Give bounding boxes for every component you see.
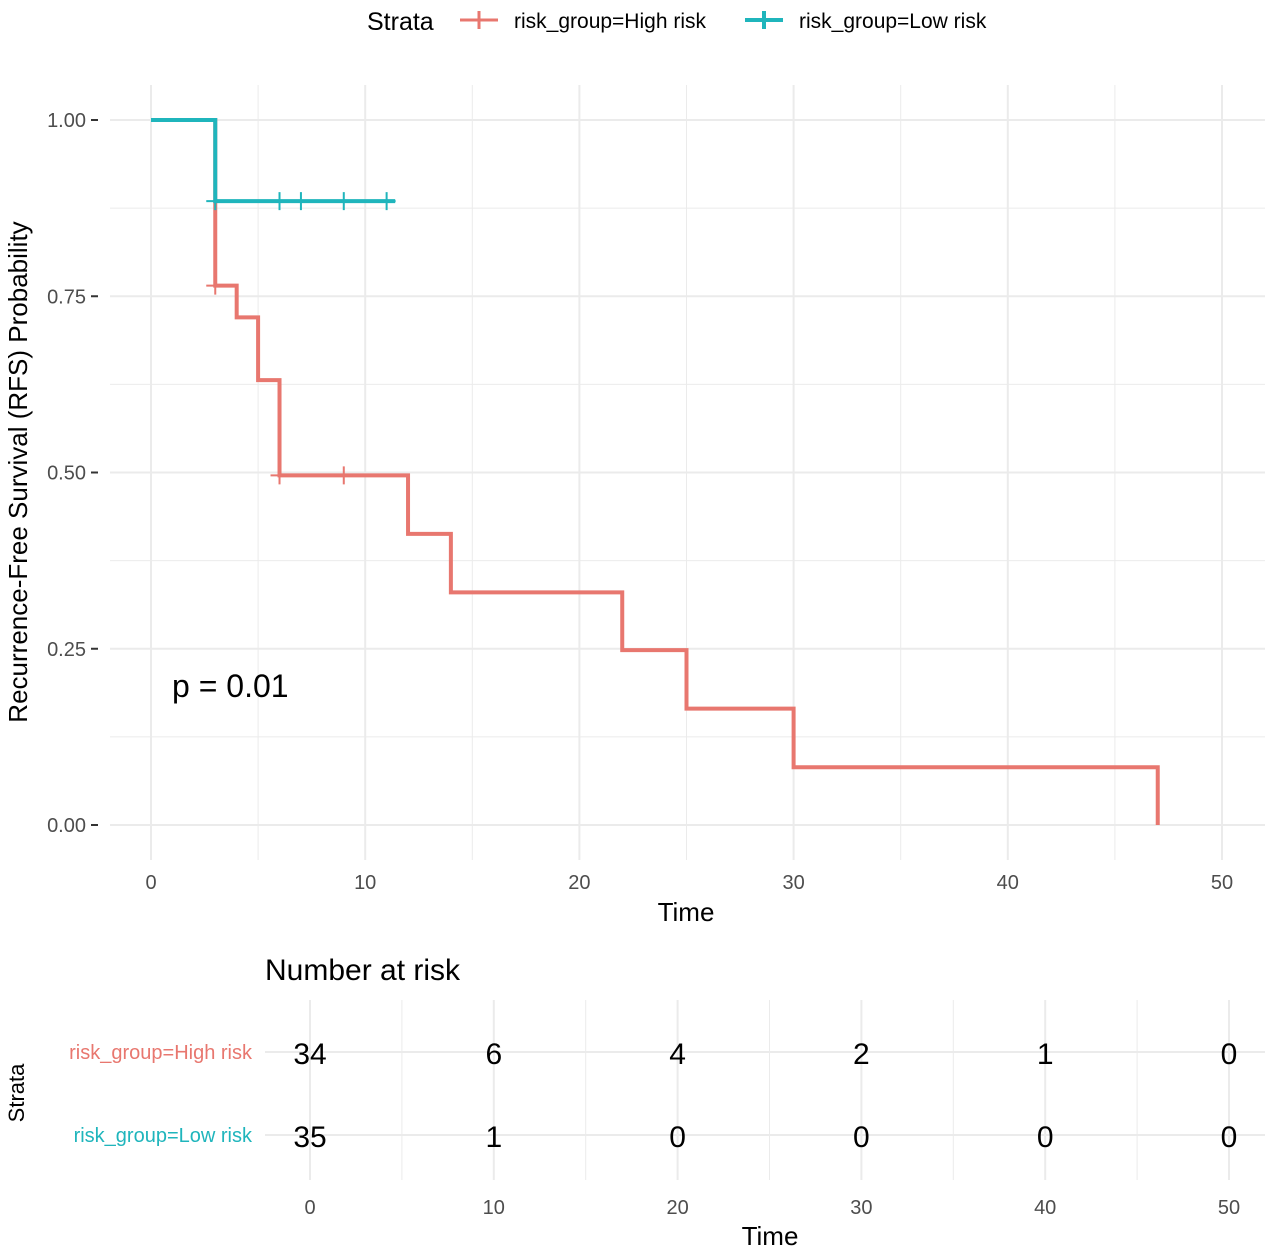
risk-count: 34 — [293, 1038, 326, 1071]
risk-count: 1 — [1037, 1038, 1054, 1071]
risk-count: 0 — [669, 1121, 686, 1154]
legend-title: Strata — [367, 8, 434, 36]
x-tick-label: 10 — [354, 872, 376, 894]
risk-count: 6 — [485, 1038, 502, 1071]
censor-mark — [334, 466, 353, 485]
risk-table-x-tick-label: 30 — [850, 1197, 872, 1219]
risk-count: 0 — [1221, 1038, 1238, 1071]
risk-table-x-tick-label: 50 — [1218, 1197, 1240, 1219]
risk-table-strata-label: Strata — [4, 1063, 29, 1122]
survival-curve-low-risk — [151, 118, 396, 204]
risk-count: 0 — [1037, 1121, 1054, 1154]
y-tick-label: 0.25 — [47, 639, 86, 661]
censor-mark — [291, 192, 310, 211]
risk-count: 0 — [1221, 1121, 1238, 1154]
censor-mark — [270, 192, 289, 211]
x-tick-label: 20 — [568, 872, 590, 894]
risk-count: 1 — [485, 1121, 502, 1154]
y-tick-label: 0.00 — [47, 815, 86, 837]
y-tick-label: 0.75 — [47, 286, 86, 308]
risk-count: 35 — [293, 1121, 326, 1154]
x-tick-label: 50 — [1211, 872, 1233, 894]
survival-curve-high-risk — [151, 118, 1160, 825]
x-tick-label: 0 — [145, 872, 156, 894]
censor-mark — [206, 192, 225, 211]
risk-count: 0 — [853, 1121, 870, 1154]
risk-table-x-tick-label: 0 — [304, 1197, 315, 1219]
risk-table-x-tick-label: 40 — [1034, 1197, 1056, 1219]
risk-count: 2 — [853, 1038, 870, 1071]
y-tick-label: 0.50 — [47, 463, 86, 485]
legend-key-icon — [460, 11, 498, 29]
legend-key-icon — [745, 11, 783, 29]
censor-mark — [206, 276, 225, 295]
y-tick-label: 1.00 — [47, 110, 86, 132]
risk-table-title: Number at risk — [265, 954, 461, 987]
censor-mark — [334, 192, 353, 211]
risk-table-x-tick-label: 20 — [666, 1197, 688, 1219]
risk-count: 4 — [669, 1038, 686, 1071]
risk-table-row-label: risk_group=High risk — [69, 1042, 253, 1064]
x-tick-label: 30 — [782, 872, 804, 894]
p-value-annotation: p = 0.01 — [172, 668, 289, 704]
risk-table-x-tick-label: 10 — [483, 1197, 505, 1219]
risk-table-row-label: risk_group=Low risk — [74, 1125, 253, 1147]
censor-mark — [377, 192, 396, 211]
legend-label: risk_group=High risk — [514, 10, 706, 33]
x-axis-label: Time — [658, 897, 715, 927]
legend-label: risk_group=Low risk — [799, 10, 987, 33]
x-tick-label: 40 — [997, 872, 1019, 894]
y-axis-label: Recurrence-Free Survival (RFS) Probabili… — [3, 221, 33, 722]
risk-table-x-axis-label: Time — [742, 1221, 799, 1251]
censor-mark — [270, 466, 289, 485]
